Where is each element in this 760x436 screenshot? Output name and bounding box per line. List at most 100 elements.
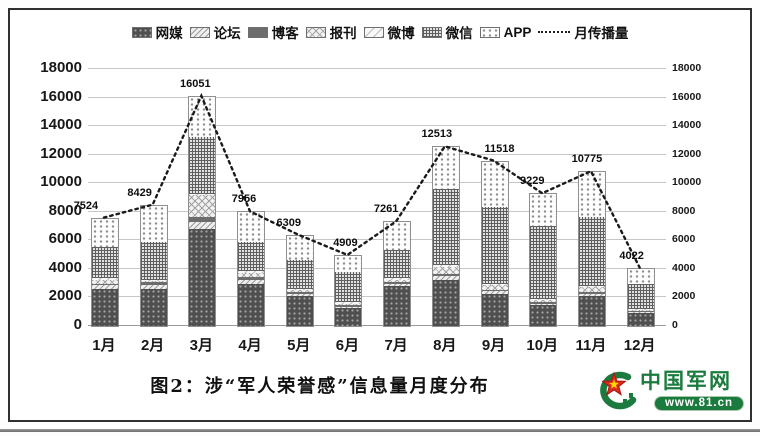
bar-segment-报刊 [627, 309, 654, 311]
legend-label-APP: APP [503, 24, 532, 40]
chart-panel: 网媒 论坛 博客 报刊 微博 微信 APP 月传播量 0 0 2000 2000 4000 4000 60… [8, 8, 752, 422]
y-axis-right-label: 6000 [672, 233, 696, 246]
legend-swatch-论坛 [189, 26, 210, 38]
y-axis-left-label: 4000 [48, 258, 82, 276]
bar-segment-报刊 [286, 290, 313, 293]
bar-segment-APP [286, 235, 313, 261]
bar-segment-微博 [627, 308, 654, 310]
bar-segment-网媒 [481, 293, 508, 326]
bar-segment-微博 [578, 286, 605, 288]
bar-segment-论坛 [189, 221, 216, 229]
y-axis-left-label: 6000 [48, 230, 82, 248]
y-axis-right-label: 10000 [672, 176, 702, 189]
y-axis-right-label: 12000 [672, 147, 702, 160]
y-axis-left-label: 18000 [40, 59, 82, 76]
y-axis-left-label: 12000 [40, 144, 82, 162]
bar-segment-微博 [91, 278, 118, 281]
bar-segment-博客 [481, 289, 508, 291]
bar-segment-微信 [238, 242, 265, 271]
bar-segment-网媒 [286, 295, 313, 326]
bar-segment-博客 [335, 305, 362, 307]
bar-segment-微信 [384, 249, 411, 279]
bar-segment-博客 [286, 292, 313, 294]
bar-month-3 [188, 95, 217, 327]
legend-label-微博: 微博 [387, 26, 415, 41]
x-axis-label: 7月 [384, 337, 408, 354]
data-label-8月: 12513 [421, 128, 453, 141]
bar-segment-报刊 [578, 287, 605, 292]
bar-segment-网媒 [578, 296, 605, 326]
logo-url-badge[interactable]: www.81.cn [653, 395, 744, 411]
bar-segment-APP [140, 205, 167, 243]
bar-segment-微信 [91, 246, 118, 279]
data-label-7月: 7261 [373, 203, 399, 216]
bar-segment-论坛 [627, 311, 654, 314]
x-axis-label: 11月 [575, 337, 607, 354]
bar-segment-网媒 [335, 307, 362, 326]
y-axis-left-label: 0 [73, 316, 82, 333]
y-axis-right-label: 8000 [672, 204, 696, 217]
x-axis-label: 1月 [92, 337, 116, 354]
bar-segment-APP [384, 222, 411, 250]
data-label-12月: 4022 [619, 249, 644, 262]
bar-month-8 [431, 146, 460, 327]
bar-segment-微信 [578, 217, 605, 287]
x-axis-label: 8月 [433, 337, 457, 354]
legend-label-网媒: 网媒 [155, 26, 183, 41]
data-label-10月: 9229 [520, 175, 545, 188]
data-label-3月: 16051 [180, 77, 211, 90]
bar-segment-博客 [578, 291, 605, 294]
bar-segment-APP [578, 172, 605, 218]
x-axis-label: 9月 [481, 337, 506, 354]
bar-segment-报刊 [189, 195, 216, 217]
bar-segment-论坛 [578, 293, 605, 296]
gridline-0 [88, 325, 666, 326]
y-axis-left-label: 8000 [48, 201, 82, 219]
bar-segment-微信 [627, 283, 654, 309]
legend-item-4: 报刊 [305, 22, 357, 42]
y-axis-left-label: 14000 [40, 116, 82, 134]
chart-caption: 图2：涉“军人荣誉感”信息量月度分布 [150, 376, 490, 397]
bar-segment-网媒 [627, 313, 654, 326]
bar-segment-论坛 [481, 290, 508, 294]
bar-segment-博客 [530, 302, 557, 304]
bar-segment-论坛 [140, 284, 167, 289]
data-label-6月: 4909 [333, 236, 358, 249]
bar-segment-微信 [189, 136, 216, 194]
bar-month-5 [285, 234, 314, 327]
bar-segment-微信 [530, 226, 557, 299]
bar-segment-APP [530, 194, 557, 227]
legend-item-1: 网媒 [131, 22, 183, 42]
legend-item-3: 博客 [247, 22, 299, 42]
bar-segment-微信 [286, 260, 313, 289]
bar-segment-微博 [238, 271, 265, 274]
bar-segment-报刊 [91, 280, 118, 284]
bar-segment-微博 [384, 278, 411, 280]
bar-month-7 [383, 221, 412, 327]
bar-segment-报刊 [335, 303, 362, 306]
bar-segment-微博 [140, 279, 167, 281]
bar-segment-论坛 [91, 285, 118, 289]
bar-segment-博客 [91, 283, 118, 286]
legend-label-微信: 微信 [445, 26, 473, 41]
logo-title[interactable]: 中国军网 [639, 370, 732, 394]
bar-segment-论坛 [335, 306, 362, 308]
data-label-2月: 8429 [127, 186, 152, 199]
legend-swatch-博客 [247, 26, 268, 38]
army-net-logo-icon [600, 371, 637, 410]
legend-swatch-网媒 [131, 26, 152, 38]
bar-segment-微信 [481, 206, 508, 284]
data-label-11月: 10775 [571, 153, 603, 166]
legend-line-swatch [538, 31, 571, 33]
gridline-2000 [88, 296, 666, 298]
x-axis-label: 2月 [140, 337, 165, 354]
inner-gold-star [609, 379, 619, 389]
bar-segment-网媒 [432, 280, 459, 326]
legend-label-博客: 博客 [271, 26, 299, 41]
y-axis-left-label: 10000 [40, 173, 82, 191]
bar-segment-网媒 [238, 283, 265, 326]
bar-segment-APP [335, 255, 362, 273]
bar-segment-微博 [335, 302, 362, 304]
x-axis-label: 12月 [623, 337, 656, 354]
y-axis-right-label: 16000 [672, 90, 702, 103]
